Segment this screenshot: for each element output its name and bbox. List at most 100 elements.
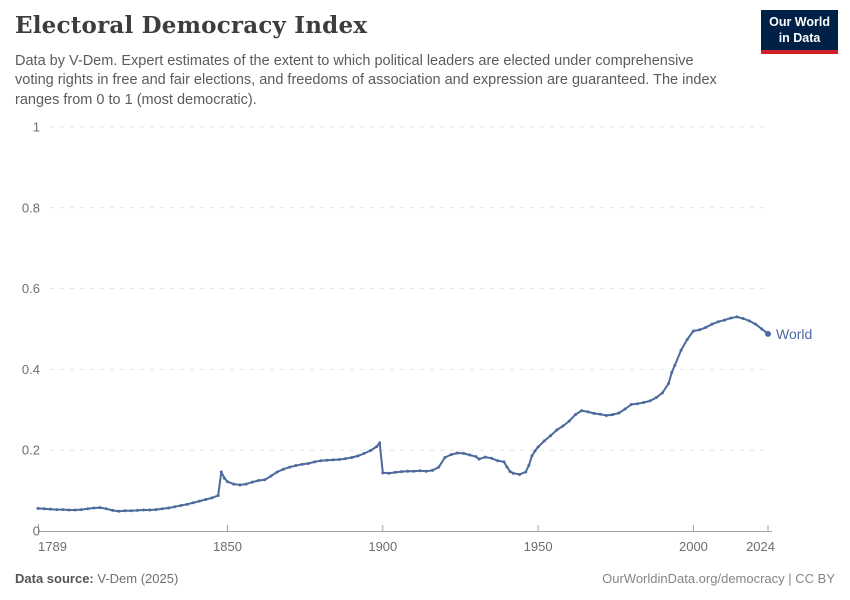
data-point-marker — [533, 449, 537, 453]
data-point-marker — [378, 441, 382, 445]
data-point-marker — [483, 455, 487, 459]
data-point-marker — [673, 363, 677, 367]
data-point-marker — [387, 471, 391, 475]
data-point-marker — [73, 508, 77, 512]
data-point-marker — [257, 479, 261, 482]
data-point-marker — [222, 476, 226, 480]
y-tick-label: 0.6 — [22, 281, 40, 296]
data-point-marker — [691, 329, 695, 333]
x-tick-label: 2024 — [746, 539, 775, 554]
data-point-marker — [98, 506, 102, 510]
y-tick-label: 0 — [33, 524, 40, 539]
series-label-world[interactable]: World — [776, 326, 812, 342]
data-point-marker — [462, 451, 466, 455]
x-tick-label: 1950 — [524, 539, 553, 554]
data-point-marker — [344, 457, 348, 461]
data-point-marker — [760, 327, 764, 331]
data-point-marker — [104, 507, 108, 511]
data-point-marker — [42, 507, 46, 511]
data-point-marker — [179, 504, 183, 508]
data-point-marker — [232, 482, 236, 486]
data-point-marker — [747, 319, 751, 323]
data-point-marker — [191, 501, 195, 505]
data-point-marker — [502, 460, 506, 464]
data-point-marker — [474, 455, 478, 459]
data-point-marker — [505, 465, 509, 469]
data-point-marker — [598, 412, 602, 416]
y-tick-label: 0.2 — [22, 443, 40, 458]
data-point-marker — [629, 403, 633, 407]
x-tick-label: 1850 — [213, 539, 242, 554]
data-point-marker — [48, 507, 52, 511]
data-point-marker — [275, 470, 279, 474]
data-point-marker — [477, 457, 481, 461]
data-point-marker — [219, 470, 223, 474]
data-point-marker — [198, 499, 202, 503]
data-point-marker — [173, 505, 177, 509]
subtitle-line-2: voting rights in free and fair elections… — [15, 72, 717, 89]
subtitle-line-1: Data by V-Dem. Expert estimates of the e… — [15, 53, 694, 69]
data-point-marker — [225, 480, 229, 484]
data-point-marker — [418, 469, 422, 473]
data-point-marker — [325, 458, 329, 462]
data-point-marker — [204, 497, 208, 501]
data-point-marker — [530, 454, 534, 458]
data-point-marker — [67, 508, 71, 512]
x-tick-label: 2000 — [679, 539, 708, 554]
data-point-marker — [269, 474, 273, 478]
y-tick-label: 0.4 — [22, 362, 40, 377]
subtitle-line-3: ranges from 0 to 1 (most democratic). — [15, 91, 257, 108]
data-point-marker — [592, 411, 596, 415]
data-point-marker — [210, 496, 214, 500]
data-point-marker — [754, 322, 758, 326]
data-point-marker — [508, 470, 512, 474]
data-point-marker — [490, 456, 494, 460]
attribution-link[interactable]: OurWorldinData.org/democracy | CC BY — [602, 571, 835, 586]
data-source-note[interactable]: Data source: V-Dem (2025) — [15, 571, 178, 586]
x-tick-label: 1900 — [368, 539, 397, 554]
data-point-marker — [86, 507, 90, 511]
data-source-value: V-Dem (2025) — [93, 571, 179, 586]
data-point-marker — [55, 508, 59, 512]
data-point-marker — [399, 470, 403, 474]
data-point-marker — [111, 508, 115, 512]
data-point-marker — [424, 469, 428, 473]
data-point-marker — [741, 316, 745, 320]
data-source-label: Data source: — [15, 571, 94, 586]
world-line-series[interactable] — [37, 315, 769, 513]
data-point-marker — [393, 470, 397, 474]
data-point-marker — [368, 449, 372, 453]
data-point-marker — [716, 320, 720, 324]
data-point-marker — [542, 439, 546, 443]
x-tick-label: 1789 — [38, 539, 67, 554]
data-point-marker — [319, 459, 323, 463]
data-point-marker — [468, 453, 472, 457]
data-point-marker — [617, 411, 621, 415]
data-point-marker — [536, 445, 540, 449]
data-point-marker — [362, 451, 366, 455]
data-point-marker — [331, 458, 335, 462]
data-point-marker — [636, 402, 640, 406]
data-point-marker — [549, 434, 553, 438]
data-point-marker — [660, 391, 664, 395]
page-title: Electoral Democracy Index — [15, 12, 368, 39]
data-point-marker — [670, 371, 674, 375]
owid-logo[interactable]: Our World in Data — [761, 10, 838, 55]
chart-subtitle: Data by V-Dem. Expert estimates of the e… — [15, 52, 755, 110]
data-point-marker — [642, 401, 646, 405]
data-point-marker — [61, 508, 65, 512]
data-point-marker — [381, 471, 385, 475]
data-point-marker — [185, 502, 189, 506]
data-point-marker — [573, 413, 577, 417]
data-point-marker — [710, 322, 714, 326]
data-point-marker — [611, 413, 615, 417]
data-point-marker — [723, 318, 727, 322]
data-point-marker — [123, 509, 127, 513]
data-point-marker — [679, 348, 683, 352]
data-point-marker — [455, 451, 459, 455]
data-point-marker — [36, 506, 40, 510]
data-point-marker — [735, 315, 739, 319]
data-point-marker — [517, 472, 521, 476]
data-point-marker — [92, 506, 96, 510]
